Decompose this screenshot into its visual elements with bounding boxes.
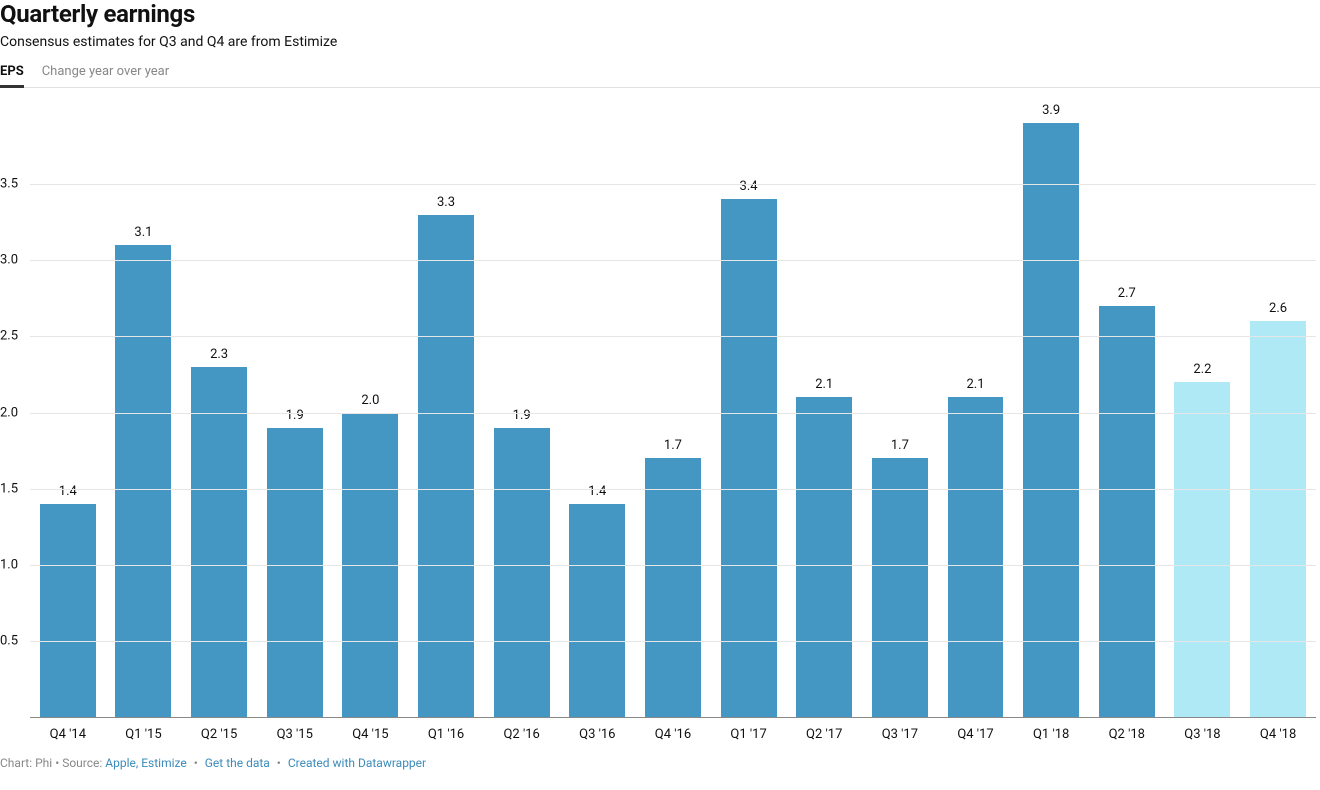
gridline xyxy=(30,489,1316,490)
footer-sep-1: • xyxy=(191,756,201,770)
bar[interactable]: 1.9 xyxy=(494,428,550,717)
xtick-label: Q3 '15 xyxy=(257,727,333,742)
xtick-label: Q1 '15 xyxy=(106,727,182,742)
bar-value-label: 1.4 xyxy=(59,484,77,499)
bar-value-label: 2.6 xyxy=(1269,301,1287,316)
tab-change-yoy[interactable]: Change year over year xyxy=(42,64,169,88)
gridline xyxy=(30,565,1316,566)
bar[interactable]: 2.2 xyxy=(1174,382,1230,717)
bar[interactable]: 2.6 xyxy=(1250,321,1306,717)
bar-value-label: 3.1 xyxy=(134,225,152,240)
ytick-label: 0.5 xyxy=(0,633,26,648)
ytick-label: 3.5 xyxy=(0,177,26,192)
xtick-label: Q2 '15 xyxy=(181,727,257,742)
gridline xyxy=(30,260,1316,261)
bar-value-label: 1.7 xyxy=(664,438,682,453)
gridline xyxy=(30,641,1316,642)
ytick-label: 2.0 xyxy=(0,405,26,420)
xtick-label: Q2 '16 xyxy=(484,727,560,742)
footer-sep-2: • xyxy=(274,756,284,770)
bar[interactable]: 3.9 xyxy=(1023,123,1079,717)
chart-area: 1.4 3.1 2.3 1.9 2.0 3.3 1.9 1.4 1.7 3.4 2.1 1.7 2.1 3… xyxy=(0,94,1320,754)
footer-source-link[interactable]: Apple, Estimize xyxy=(105,756,186,770)
bar-value-label: 1.9 xyxy=(513,408,531,423)
tab-eps[interactable]: EPS xyxy=(0,64,24,88)
xtick-label: Q1 '18 xyxy=(1013,727,1089,742)
xtick-label: Q3 '18 xyxy=(1165,727,1241,742)
xtick-label: Q3 '16 xyxy=(559,727,635,742)
bar[interactable]: 1.4 xyxy=(40,504,96,717)
bar[interactable]: 3.1 xyxy=(115,245,171,717)
xtick-label: Q4 '18 xyxy=(1240,727,1316,742)
chart-header: Quarterly earnings Consensus estimates f… xyxy=(0,0,1320,94)
bar[interactable]: 2.1 xyxy=(796,397,852,717)
chart-subtitle: Consensus estimates for Q3 and Q4 are fr… xyxy=(0,34,1320,50)
chart-tabs: EPS Change year over year xyxy=(0,64,1320,88)
bar[interactable]: 2.1 xyxy=(948,397,1004,717)
xtick-label: Q4 '15 xyxy=(333,727,409,742)
xtick-label: Q1 '17 xyxy=(711,727,787,742)
chart-title: Quarterly earnings xyxy=(0,0,1320,28)
bar-value-label: 1.4 xyxy=(588,484,606,499)
bar-value-label: 2.1 xyxy=(966,377,984,392)
ytick-label: 1.0 xyxy=(0,557,26,572)
bar-value-label: 1.7 xyxy=(891,438,909,453)
bar[interactable]: 2.7 xyxy=(1099,306,1155,717)
xtick-label: Q2 '18 xyxy=(1089,727,1165,742)
ytick-label: 3.0 xyxy=(0,253,26,268)
bar-value-label: 3.3 xyxy=(437,195,455,210)
ytick-label: 1.5 xyxy=(0,481,26,496)
footer-prefix: Chart: Phi • Source: xyxy=(0,756,105,770)
footer-created-with-link[interactable]: Created with Datawrapper xyxy=(288,756,426,770)
bar[interactable]: 1.7 xyxy=(872,458,928,717)
bar[interactable]: 1.7 xyxy=(645,458,701,717)
bar-value-label: 2.1 xyxy=(815,377,833,392)
ytick-label: 2.5 xyxy=(0,329,26,344)
bar[interactable]: 1.4 xyxy=(569,504,625,717)
xtick-label: Q2 '17 xyxy=(786,727,862,742)
bar[interactable]: 1.9 xyxy=(267,428,323,717)
bar-value-label: 3.9 xyxy=(1042,103,1060,118)
bar-value-label: 1.9 xyxy=(286,408,304,423)
gridline xyxy=(30,184,1316,185)
gridline xyxy=(30,413,1316,414)
chart-xlabels: Q4 '14Q1 '15Q2 '15Q3 '15Q4 '15Q1 '16Q2 '… xyxy=(30,727,1316,742)
bar-value-label: 3.4 xyxy=(740,179,758,194)
xtick-label: Q4 '14 xyxy=(30,727,106,742)
footer-get-data-link[interactable]: Get the data xyxy=(205,756,270,770)
chart-footer: Chart: Phi • Source: Apple, Estimize • G… xyxy=(0,754,1320,770)
bar-value-label: 2.7 xyxy=(1118,286,1136,301)
xtick-label: Q4 '17 xyxy=(938,727,1014,742)
bar[interactable]: 3.4 xyxy=(721,199,777,717)
bar-value-label: 2.2 xyxy=(1193,362,1211,377)
bar[interactable]: 2.3 xyxy=(191,367,247,717)
gridline xyxy=(30,336,1316,337)
xtick-label: Q4 '16 xyxy=(635,727,711,742)
xtick-label: Q1 '16 xyxy=(408,727,484,742)
xtick-label: Q3 '17 xyxy=(862,727,938,742)
chart-plot: 1.4 3.1 2.3 1.9 2.0 3.3 1.9 1.4 1.7 3.4 2.1 1.7 2.1 3… xyxy=(30,108,1316,718)
bar-value-label: 2.0 xyxy=(361,393,379,408)
bar-value-label: 2.3 xyxy=(210,347,228,362)
